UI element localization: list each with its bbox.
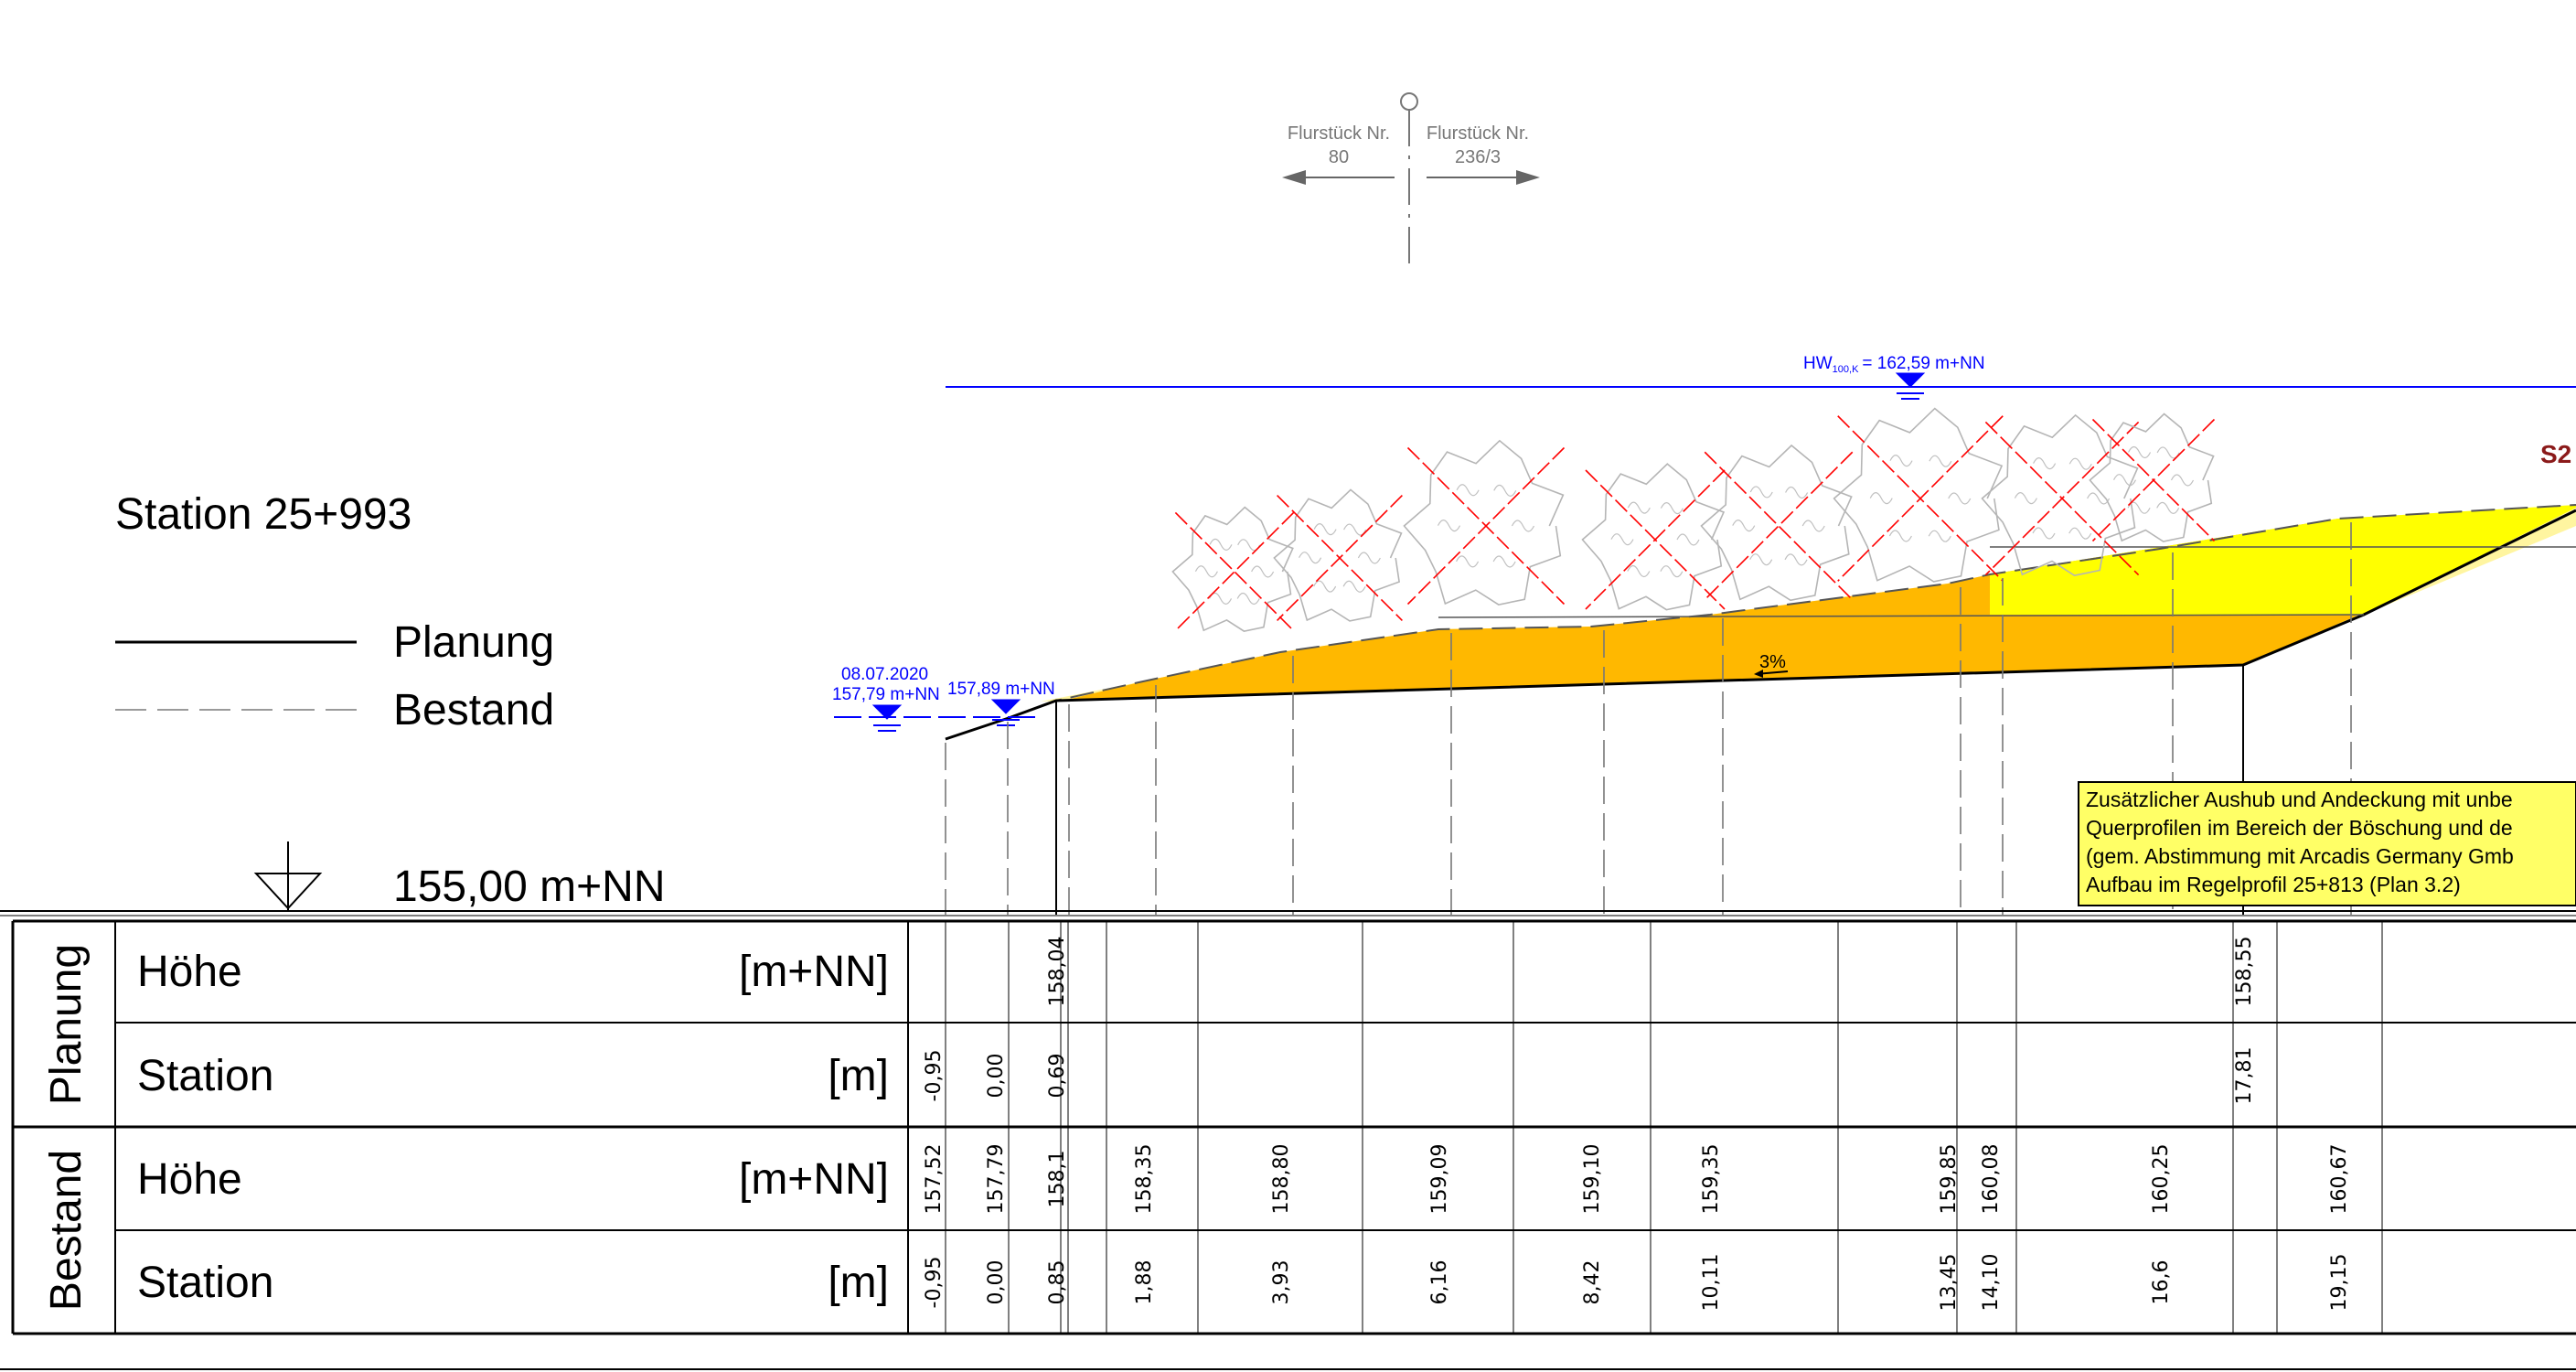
cell-bestand-station: 16,6 [2150,1260,2173,1305]
hw-water-symbol-icon [1895,372,1926,400]
tree-icon [1171,506,1295,632]
row-label-planung-hoehe: Höhe [137,948,242,996]
embankment-fill [1990,505,2576,615]
cell-bestand-station: 3,93 [1270,1260,1293,1305]
tree-icon [1273,488,1403,622]
note-line-1: Zusätzlicher Aushub und Andeckung mit un… [2086,788,2513,811]
unit-planung-station: [m] [828,1052,889,1100]
slope-label: 3% [1759,652,1786,672]
parcel-left-label: Flurstück Nr. [1288,123,1390,144]
cell-planung-station: 0,69 [1046,1054,1069,1099]
water-measured-level: 157,79 m+NN [832,685,940,704]
parcel-right-number: 236/3 [1455,147,1501,167]
note-line-3: (gem. Abstimmung mit Arcadis Germany Gmb [2086,844,2514,868]
legend-bestand-label: Bestand [393,686,554,734]
unit-planung-hoehe: [m+NN] [739,948,889,996]
cell-bestand-hoehe: 157,79 [985,1144,1008,1215]
cell-bestand-hoehe: 158,35 [1133,1144,1156,1215]
tree-icon [2089,413,2216,542]
cell-bestand-hoehe: 159,09 [1428,1144,1451,1215]
cell-bestand-station: 6,16 [1428,1260,1451,1305]
cell-bestand-station: 10,11 [1700,1254,1723,1312]
table-group-planung: Planung [42,944,91,1105]
table-values: 158,04 158,55 -0,95 0,00 0,69 17,81 157,52 157,… [923,921,2383,1334]
tree-icon [1981,413,2140,577]
note-box: Zusätzlicher Aushub und Andeckung mit un… [2078,781,2576,906]
cut-label: S2 [2540,440,2571,468]
cell-bestand-station: 0,85 [1046,1260,1069,1305]
cell-planung-hoehe: 158,55 [2233,937,2256,1007]
unit-bestand-hoehe: [m+NN] [739,1155,889,1204]
cell-bestand-hoehe: 157,52 [923,1144,946,1215]
water-planned-level: 157,89 m+NN [947,680,1055,699]
note-line-4: Aufbau im Regelprofil 25+813 (Plan 3.2) [2086,873,2461,896]
cell-bestand-hoehe: 160,25 [2150,1144,2173,1215]
row-label-bestand-station: Station [137,1259,273,1307]
row-label-planung-station: Station [137,1052,273,1100]
cell-bestand-hoehe: 160,67 [2328,1144,2351,1215]
tree-removal-group [1171,407,2216,632]
planned-profile-line [945,509,2576,741]
cell-bestand-hoehe: 158,80 [1270,1144,1293,1215]
cell-bestand-hoehe: 159,35 [1700,1144,1723,1215]
cell-planung-station: 0,00 [985,1054,1008,1099]
topsoil-layer-fill [1061,519,2359,701]
remove-cross-icon [1704,451,1854,601]
parcel-boundary-marker [1282,92,1540,265]
cell-planung-station: 17,81 [2233,1047,2256,1105]
water-date-label: 08.07.2020 [841,665,928,684]
cell-bestand-hoehe: 159,10 [1581,1144,1604,1215]
tree-icon [1833,407,2004,583]
reference-level-label: 155,00 m+NN [393,863,666,911]
water-symbol-icon [871,699,1021,732]
cell-bestand-hoehe: 158,1 [1046,1151,1069,1208]
tree-icon [1700,444,1854,602]
data-table [0,910,2576,1370]
hw-label: HW100,K = 162,59 m+NN [1803,354,1985,375]
cell-bestand-station: 0,00 [985,1260,1008,1305]
station-lines [945,522,2352,915]
station-title: Station 25+993 [115,490,412,539]
row-label-bestand-hoehe: Höhe [137,1155,242,1204]
table-group-bestand: Bestand [42,1150,91,1311]
cell-bestand-station: 14,10 [1980,1254,2003,1312]
arrow-right-icon [1516,170,1540,185]
tree-icon [1581,463,1726,611]
cell-bestand-hoehe: 160,08 [1980,1144,2003,1215]
cell-planung-station: -0,95 [923,1050,946,1102]
cell-bestand-hoehe: 159,85 [1938,1144,1961,1215]
parcel-right-label: Flurstück Nr. [1427,123,1529,144]
cell-bestand-station: 13,45 [1938,1254,1961,1312]
legend-planung-label: Planung [393,618,554,667]
parcel-left-number: 80 [1329,147,1349,167]
cell-bestand-station: 1,88 [1133,1260,1156,1305]
layer-boundary-line-2 [1438,614,2365,618]
reference-level-icon [253,841,323,910]
tree-icon [1403,439,1566,606]
remove-cross-icon [1174,511,1295,632]
cell-planung-hoehe: 158,04 [1046,937,1069,1007]
unit-bestand-station: [m] [828,1259,889,1307]
arrow-left-icon [1282,170,1306,185]
cell-bestand-station: 8,42 [1581,1260,1604,1305]
cell-bestand-station: 19,15 [2328,1254,2351,1312]
cell-bestand-station: -0,95 [923,1257,946,1309]
note-line-2: Querprofilen im Bereich der Böschung und… [2086,816,2513,840]
